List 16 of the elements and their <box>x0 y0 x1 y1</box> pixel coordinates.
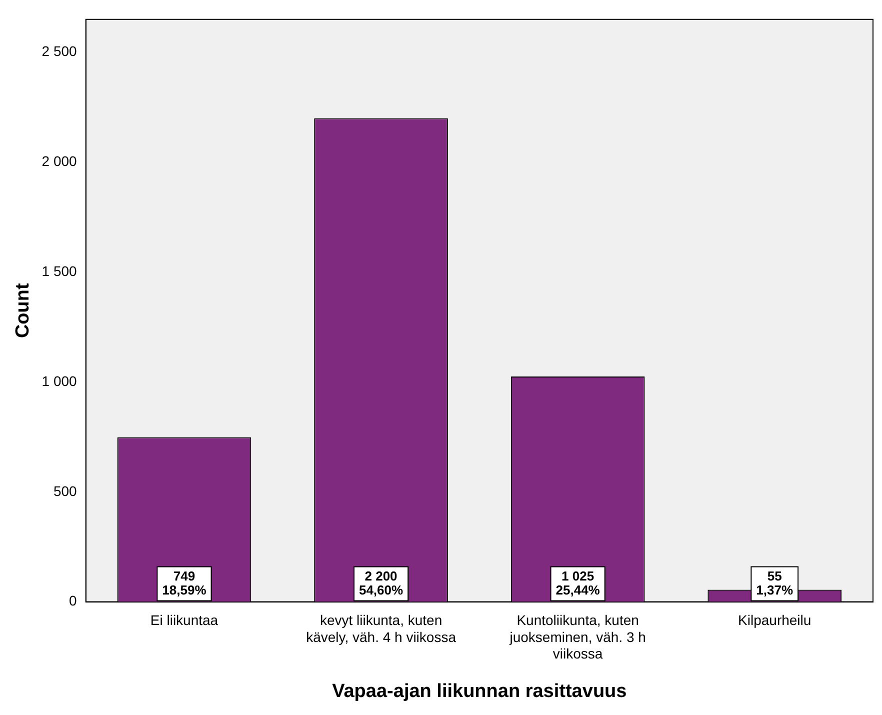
y-tick-label: 500 <box>53 482 78 499</box>
y-tick-label: 1 500 <box>42 263 78 279</box>
y-axis-title: Count <box>12 282 34 338</box>
data-label: 1 025 25,44% <box>556 568 600 598</box>
y-tick-label: 2 000 <box>42 153 78 170</box>
data-label: 749 18,59% <box>162 568 207 598</box>
x-tick-label: Ei liikuntaa <box>150 612 218 628</box>
y-tick-label: 0 <box>69 592 78 609</box>
x-tick-label: Kuntoliikunta, kuten juokseminen, väh. 3 h viikossa <box>508 612 646 662</box>
data-label: 55 1,37% <box>756 568 794 598</box>
y-tick-label: 1 000 <box>42 372 78 389</box>
y-tick-label: 2 500 <box>42 43 78 60</box>
x-axis-title: Vapaa-ajan liikunnan rasittavuus <box>332 680 627 702</box>
x-tick-label: Kilpaurheilu <box>738 612 812 628</box>
data-label: 2 200 54,60% <box>358 568 404 598</box>
x-tick-label: kevyt liikunta, kuten kävely, väh. 4 h viikossa <box>306 612 456 645</box>
